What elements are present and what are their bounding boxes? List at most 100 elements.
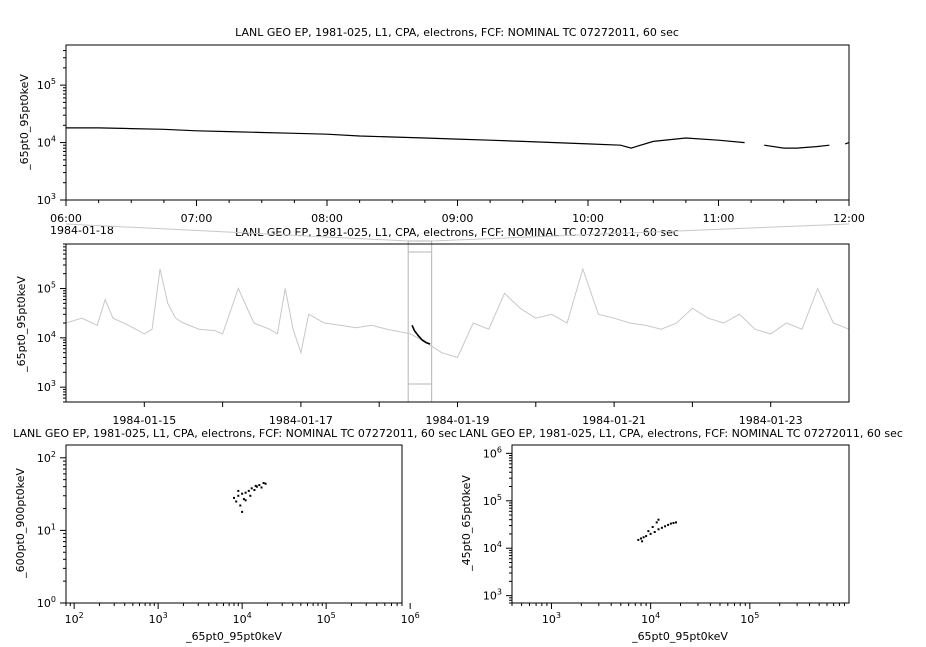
middle-selection-series-line	[411, 324, 431, 345]
right-scatter-point	[651, 526, 654, 528]
left-scatter-point	[264, 482, 267, 485]
right-scatter-point	[642, 536, 645, 539]
left-scatter-point	[244, 491, 247, 494]
right-scatter-point	[675, 521, 677, 524]
left-scatter-y-axis-label: _600pt0_900pt0keV	[14, 468, 27, 579]
right-scatter-y-tick-label: 104	[483, 540, 502, 555]
middle-y-tick-label: 103	[37, 379, 56, 394]
left-scatter-y-tick-label: 100	[37, 595, 56, 610]
left-scatter-point	[255, 485, 258, 488]
left-scatter-point	[260, 486, 263, 489]
top-x-tick-label: 12:00	[833, 212, 865, 225]
left-scatter-point	[254, 484, 257, 487]
top-chart-y-axis-label: _65pt0_95pt0keV	[18, 74, 31, 171]
middle-context-series-line	[65, 267, 850, 359]
left-scatter-point	[235, 500, 238, 503]
top-y-tick-label: 105	[37, 77, 56, 92]
right-scatter-point	[660, 526, 663, 529]
middle-time-series-panel: LANL GEO EP, 1981-025, L1, CPA, electron…	[15, 223, 850, 427]
right-scatter-point	[645, 535, 648, 538]
right-scatter-point	[647, 530, 650, 533]
right-scatter-x-tick-label: 103	[542, 611, 561, 626]
middle-chart-frame	[65, 243, 850, 403]
right-scatter-point	[653, 531, 656, 533]
top-y-tick-label: 103	[37, 192, 56, 207]
right-scatter-point	[637, 538, 640, 541]
right-scatter-point	[669, 522, 672, 525]
top-x-tick-label: 08:00	[311, 212, 343, 225]
selection-range-box	[407, 240, 433, 403]
left-scatter-y-tick-label: 101	[37, 522, 56, 537]
right-scatter-frame	[511, 444, 850, 604]
left-scatter-x-axis-label: _65pt0_95pt0keV	[185, 630, 282, 643]
zoom-connector-left	[65, 223, 409, 242]
middle-x-tick-label: 1984-01-21	[582, 414, 646, 427]
top-chart-frame	[65, 44, 850, 201]
right-scatter-point	[664, 525, 667, 528]
right-scatter-y-tick-label: 103	[483, 588, 502, 603]
left-scatter-panel: LANL GEO EP, 1981-025, L1, CPA, electron…	[13, 427, 457, 643]
middle-x-tick-label: 1984-01-19	[426, 414, 490, 427]
left-scatter-marks: 102 103 104 105 106 100 101 102	[37, 450, 420, 626]
right-scatter-point	[655, 521, 658, 524]
left-scatter-point	[249, 494, 252, 497]
top-y-tick-label: 104	[37, 135, 56, 150]
middle-y-tick-label: 105	[37, 281, 56, 296]
right-scatter-y-axis-label: _45pt0_65pt0keV	[460, 475, 473, 572]
middle-y-tick-label: 104	[37, 330, 56, 345]
top-series-line	[66, 127, 745, 149]
top-chart-title: LANL GEO EP, 1981-025, L1, CPA, electron…	[235, 26, 679, 39]
right-scatter-x-axis-label: _65pt0_95pt0keV	[631, 630, 728, 643]
left-scatter-point	[262, 482, 265, 484]
right-scatter-marks: 103 104 105 103 104 105 106	[483, 445, 845, 626]
right-scatter-point	[657, 518, 660, 521]
left-scatter-point	[250, 487, 253, 490]
right-scatter-x-tick-label: 104	[641, 611, 660, 626]
left-scatter-point	[241, 510, 244, 513]
left-scatter-title: LANL GEO EP, 1981-025, L1, CPA, electron…	[13, 427, 457, 440]
middle-x-tick-label: 1984-01-15	[112, 414, 176, 427]
top-x-tick-label: 11:00	[703, 212, 735, 225]
right-scatter-y-tick-label: 105	[483, 493, 502, 508]
top-x-tick-label: 06:00	[50, 212, 82, 225]
middle-x-tick-label: 1984-01-17	[269, 414, 333, 427]
left-scatter-point	[247, 489, 250, 492]
top-x-tick-label: 10:00	[572, 212, 604, 225]
right-scatter-point	[649, 532, 652, 535]
top-x-tick-label: 09:00	[442, 212, 474, 225]
left-scatter-point	[258, 484, 261, 487]
middle-chart-title: LANL GEO EP, 1981-025, L1, CPA, electron…	[235, 226, 679, 239]
top-x-tick-label: 07:00	[181, 212, 213, 225]
left-scatter-frame	[65, 444, 403, 604]
left-scatter-x-tick-label: 102	[65, 611, 84, 626]
left-scatter-x-tick-label: 105	[317, 611, 336, 626]
middle-chart-marks: 1984-01-15 1984-01-17 1984-01-19 1984-01-21…	[37, 223, 850, 427]
right-scatter-panel: LANL GEO EP, 1981-025, L1, CPA, electron…	[459, 427, 903, 643]
top-series-line	[764, 144, 830, 149]
left-scatter-point	[242, 498, 245, 501]
left-scatter-point	[253, 489, 256, 491]
top-time-series-panel: LANL GEO EP, 1981-025, L1, CPA, electron…	[18, 26, 865, 237]
left-scatter-x-tick-label: 106	[401, 611, 420, 626]
right-scatter-x-tick-label: 105	[740, 611, 759, 626]
right-scatter-point	[667, 523, 670, 526]
top-chart-marks: 06:00 07:00 08:00 09:00 10:00 11:00 12:00 103 10…	[37, 50, 865, 225]
right-scatter-title: LANL GEO EP, 1981-025, L1, CPA, electron…	[459, 427, 903, 440]
middle-chart-y-axis-label: _65pt0_95pt0keV	[15, 276, 28, 373]
left-scatter-point	[237, 489, 240, 492]
left-scatter-x-tick-label: 104	[233, 611, 252, 626]
left-scatter-point	[233, 496, 235, 499]
zoom-connector-right	[431, 223, 850, 242]
top-chart-date-label: 1984-01-18	[50, 224, 114, 237]
left-scatter-x-tick-label: 103	[149, 611, 168, 626]
left-scatter-point	[241, 492, 244, 495]
left-scatter-point	[239, 504, 242, 507]
right-scatter-point	[640, 537, 642, 540]
left-scatter-point	[237, 494, 240, 497]
left-scatter-point	[244, 499, 247, 502]
left-scatter-y-tick-label: 102	[37, 450, 56, 465]
top-series-line	[844, 142, 850, 145]
right-scatter-point	[672, 522, 675, 524]
right-scatter-point	[657, 528, 660, 531]
